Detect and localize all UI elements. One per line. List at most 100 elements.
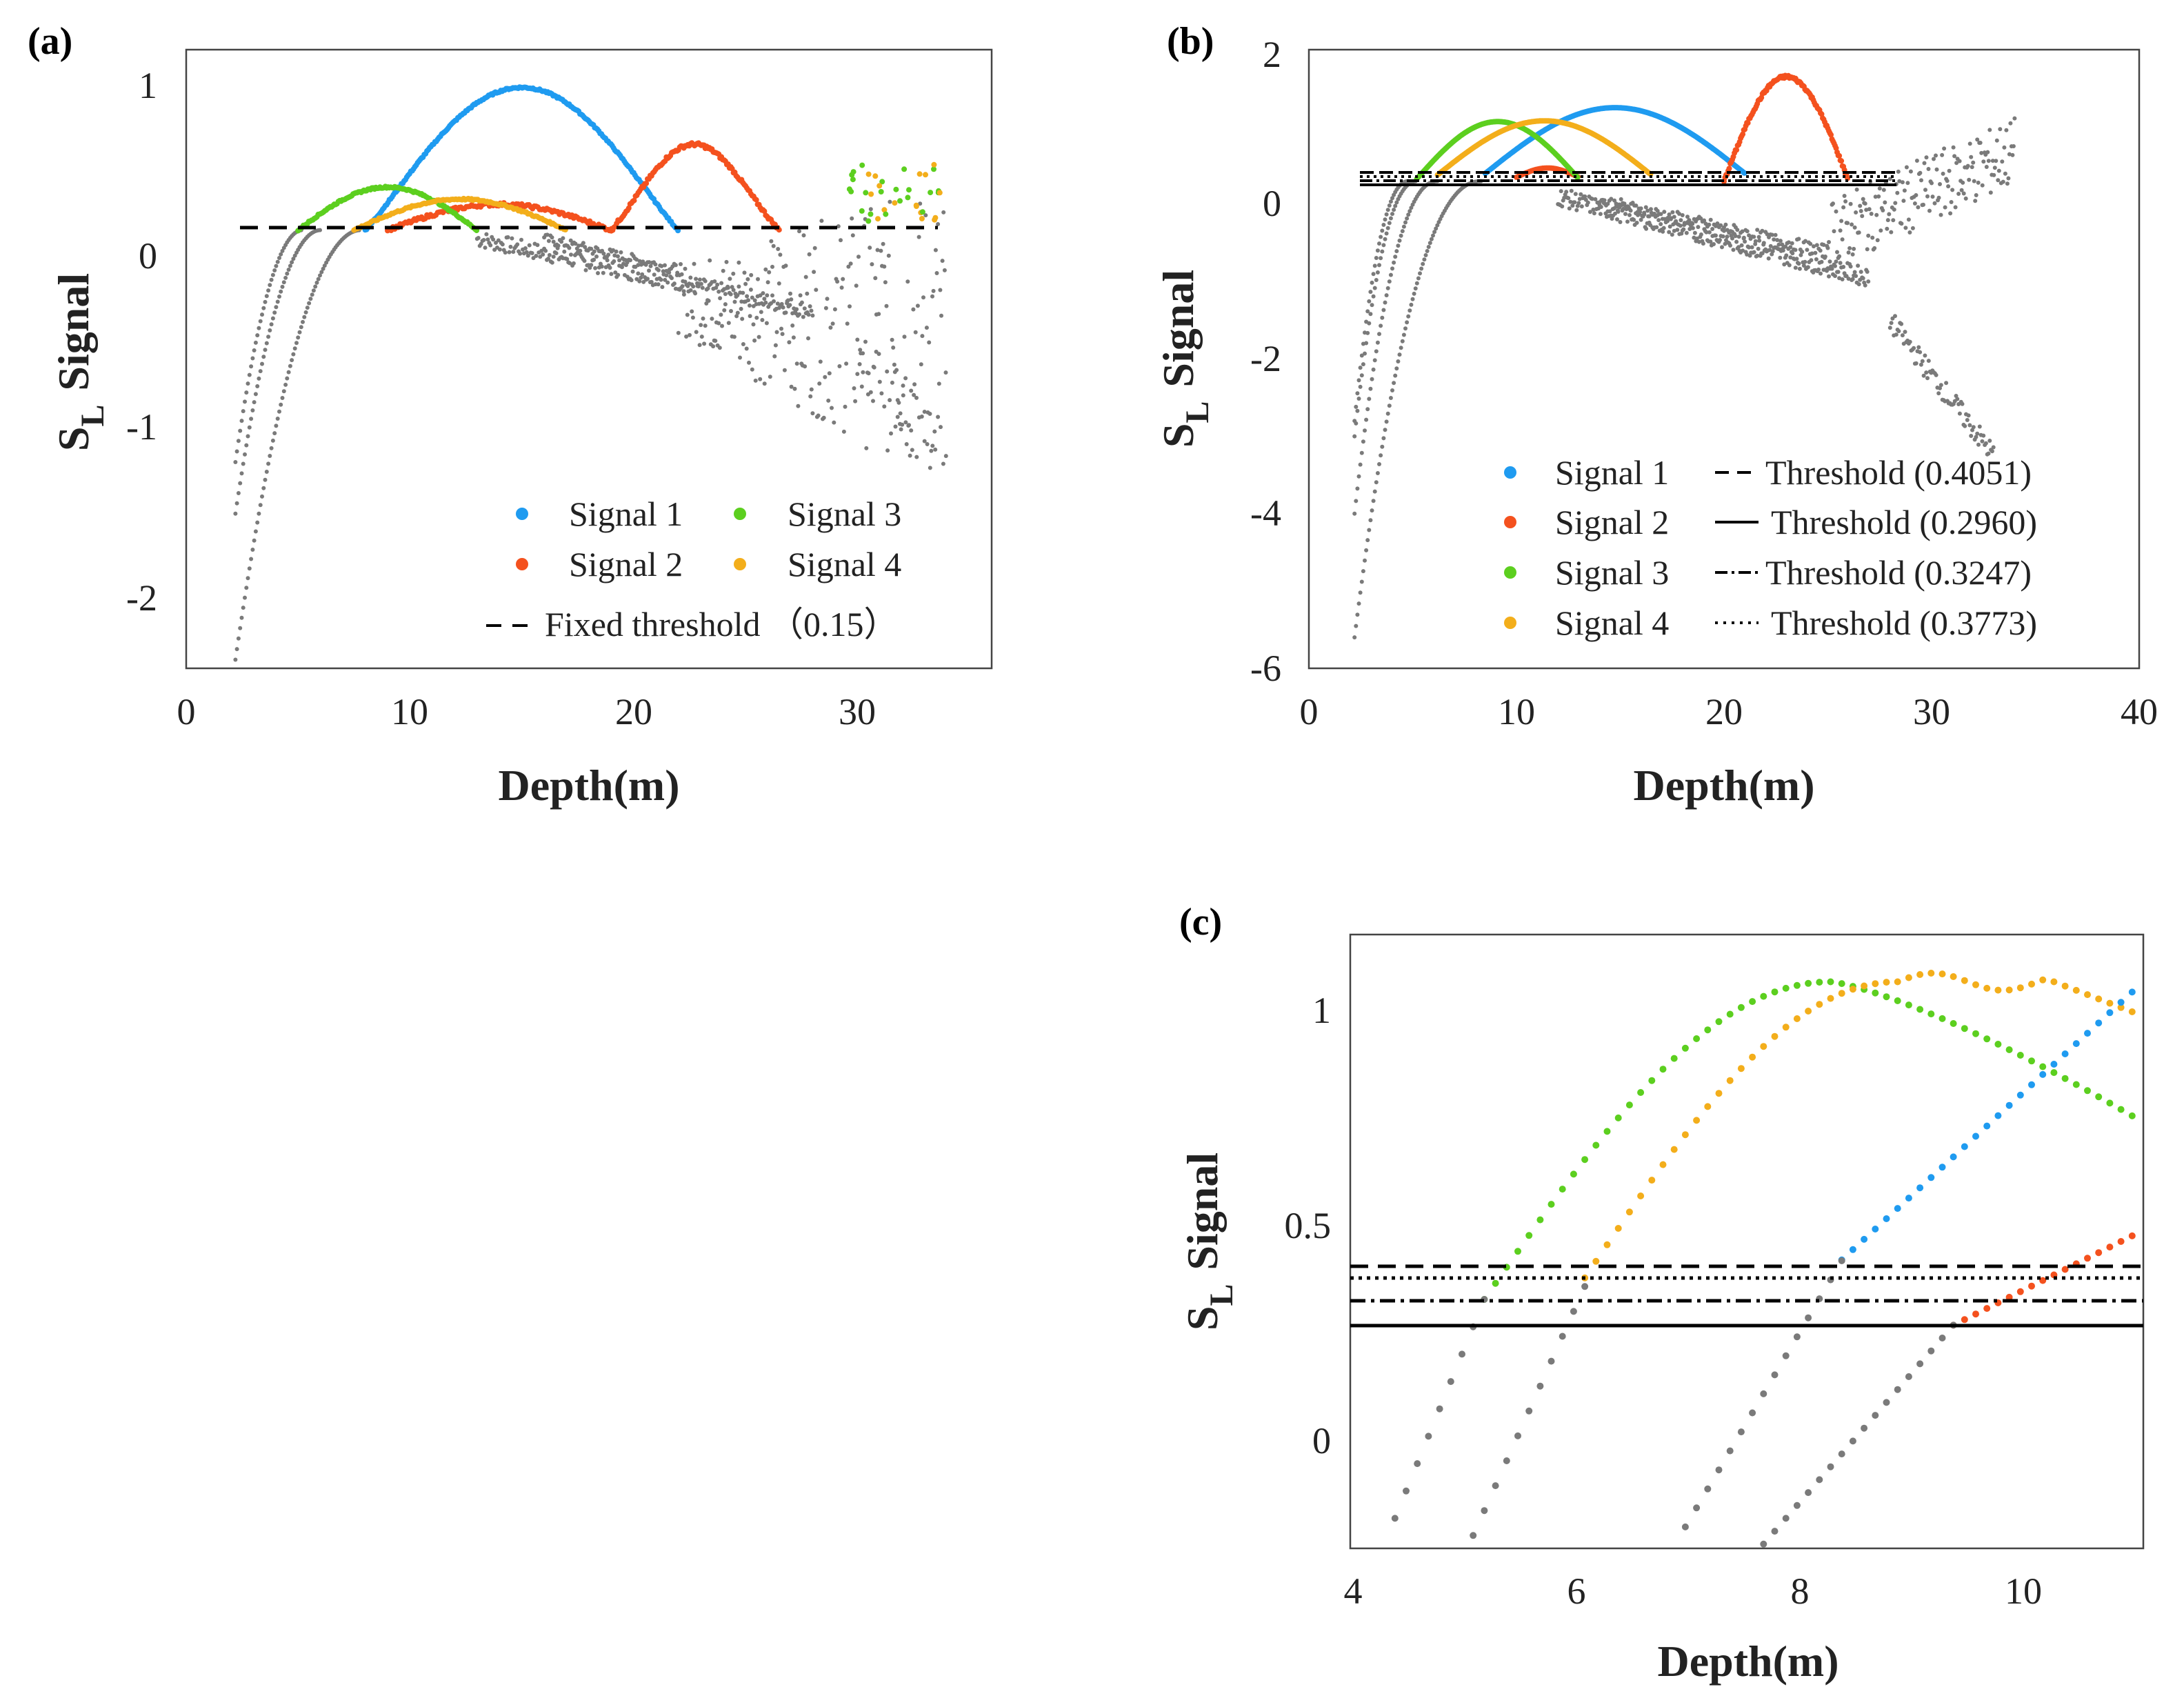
- background-point: [1967, 141, 1972, 146]
- background-point: [1388, 396, 1393, 400]
- background-point: [247, 566, 252, 571]
- background-point: [861, 370, 865, 375]
- background-point: [1614, 201, 1619, 206]
- background-point: [1605, 201, 1610, 206]
- background-point: [612, 259, 617, 263]
- signal4-point: [1838, 990, 1845, 997]
- background-point: [882, 404, 887, 409]
- background-point: [1986, 451, 1991, 456]
- background-point: [1680, 213, 1685, 217]
- background-point: [1733, 234, 1738, 239]
- background-point: [771, 243, 776, 248]
- background-point: [1770, 232, 1774, 237]
- background-point: [1760, 228, 1765, 233]
- background-point: [543, 248, 548, 253]
- background-point: [1887, 212, 1892, 217]
- background-point: [1380, 249, 1385, 254]
- signal3-point: [1994, 1041, 2002, 1048]
- background-point: [321, 266, 325, 271]
- background-point: [803, 274, 808, 279]
- background-point: [1866, 233, 1871, 238]
- signal1-point: [1849, 1246, 1856, 1253]
- signal4-point: [2061, 982, 2069, 990]
- background-point: [749, 272, 754, 277]
- background-point: [1585, 200, 1590, 205]
- background-point: [733, 291, 738, 296]
- background-point: [835, 279, 840, 284]
- signal3-point: [2128, 1112, 2136, 1119]
- background-point: [652, 272, 657, 277]
- background-point: [1672, 214, 1676, 219]
- background-point: [1665, 219, 1670, 223]
- background-point: [546, 257, 550, 261]
- background-point: [943, 454, 948, 459]
- background-point: [1715, 1466, 1723, 1474]
- panel-b-legend: Signal 1 Threshold (0.4051) Signal 2 Thr…: [1504, 453, 2037, 642]
- background-point: [832, 420, 836, 425]
- background-point: [1383, 428, 1387, 432]
- signal3-point: [1938, 1015, 1946, 1022]
- background-point: [904, 442, 909, 446]
- signal4-point: [1905, 974, 1912, 981]
- background-point: [1892, 207, 1896, 212]
- background-point: [1735, 228, 1740, 232]
- background-point: [817, 381, 822, 386]
- background-point: [1875, 238, 1880, 243]
- signal3-point: [1536, 1216, 1544, 1224]
- background-point: [895, 415, 900, 419]
- background-point: [1384, 212, 1389, 217]
- signal3-point: [1570, 1170, 1577, 1178]
- background-point: [1715, 221, 1720, 226]
- background-point: [1805, 1314, 1812, 1321]
- background-point: [1579, 192, 1583, 197]
- background-point: [1400, 229, 1405, 234]
- signal1-point: [2128, 988, 2136, 996]
- background-point: [1833, 263, 1837, 268]
- background-point: [596, 271, 600, 275]
- background-point: [890, 380, 894, 385]
- background-point: [780, 332, 785, 337]
- background-point: [845, 321, 850, 326]
- background-point: [1581, 1283, 1589, 1290]
- background-point: [1840, 277, 1845, 281]
- background-point: [885, 369, 890, 374]
- background-point: [857, 362, 862, 366]
- background-point: [243, 452, 247, 457]
- background-point: [1447, 1378, 1454, 1386]
- background-point: [1370, 303, 1374, 308]
- background-point: [1390, 266, 1394, 271]
- panel-a-points: [233, 84, 948, 662]
- background-point: [1425, 1433, 1432, 1440]
- background-point: [1393, 254, 1398, 259]
- background-point: [1368, 290, 1373, 295]
- background-point: [864, 446, 869, 450]
- background-point: [748, 303, 752, 308]
- background-point: [760, 318, 765, 322]
- background-point: [1372, 358, 1377, 363]
- background-point: [1375, 248, 1380, 253]
- background-point: [1983, 441, 1988, 446]
- background-point: [305, 306, 310, 310]
- background-point: [844, 361, 849, 366]
- background-point: [601, 251, 606, 256]
- background-point: [266, 288, 271, 293]
- background-point: [1852, 246, 1856, 251]
- background-point: [1838, 261, 1843, 266]
- background-point: [1730, 230, 1734, 234]
- background-point: [1388, 199, 1393, 204]
- far-signal-point: [875, 216, 881, 222]
- background-point: [541, 252, 545, 257]
- signal4-point: [1927, 970, 1935, 977]
- background-point: [685, 312, 690, 317]
- svg-text:SLSignal: SLSignal: [49, 273, 111, 451]
- background-point: [1370, 280, 1374, 285]
- background-point: [268, 283, 272, 288]
- signal2-point: [1726, 166, 1732, 172]
- background-point: [476, 236, 481, 240]
- panel-c-x-axis-title: Depth(m): [1657, 1637, 1839, 1686]
- background-point: [1602, 198, 1607, 203]
- panel-b-xtick: 20: [1705, 691, 1743, 732]
- background-point: [561, 236, 565, 241]
- signal4-point: [1816, 1001, 1823, 1008]
- background-point: [832, 307, 837, 312]
